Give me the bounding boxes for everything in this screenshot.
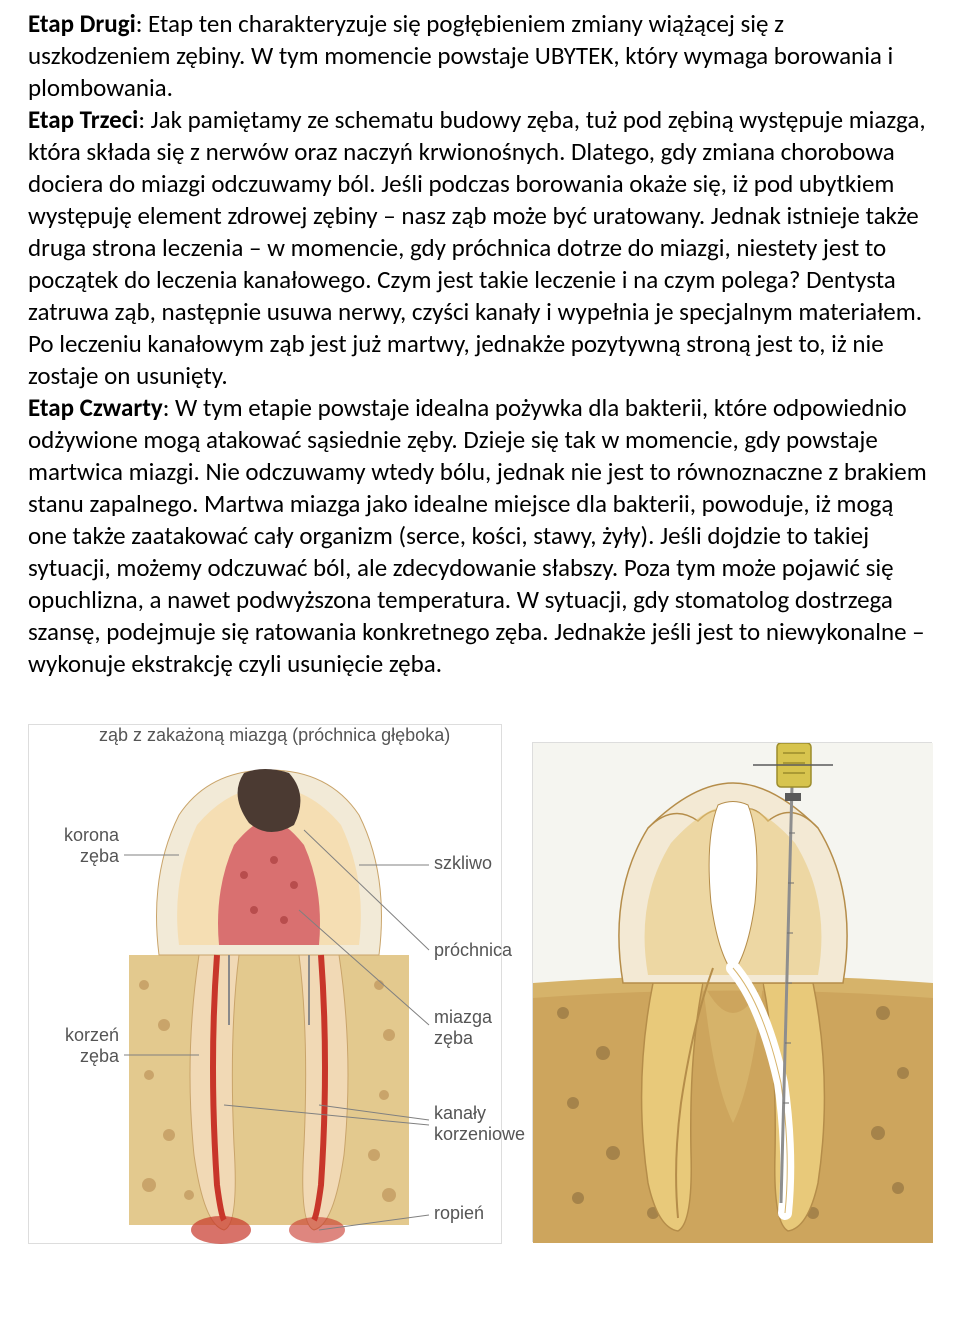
label-korona: korona zęba bbox=[29, 825, 119, 867]
label-korzen: korzeń zęba bbox=[29, 1025, 119, 1067]
tooth-infected-diagram: ząb z zakażoną miazgą (próchnica głęboka… bbox=[28, 724, 502, 1244]
label-szkliwo: szkliwo bbox=[434, 853, 492, 874]
tooth-treatment-diagram bbox=[532, 742, 932, 1242]
tooth-treatment-svg bbox=[533, 743, 933, 1243]
stage2-body: : Etap ten charakteryzuje się pogłębieni… bbox=[28, 8, 893, 103]
tooth-infected-svg bbox=[29, 725, 509, 1245]
label-kanaly: kanały korzeniowe bbox=[434, 1103, 525, 1145]
document-text: Etap Drugi: Etap ten charakteryzuje się … bbox=[28, 8, 932, 680]
stage3-body: : Jak pamiętamy ze schematu budowy zęba,… bbox=[28, 104, 926, 391]
stage3-label: Etap Trzeci bbox=[28, 104, 138, 135]
images-row: ząb z zakażoną miazgą (próchnica głęboka… bbox=[28, 724, 932, 1244]
label-prochnica: próchnica bbox=[434, 940, 512, 961]
label-ropien: ropień bbox=[434, 1203, 484, 1224]
stage4-body: : W tym etapie powstaje idealna pożywka … bbox=[28, 392, 927, 679]
stage4-label: Etap Czwarty bbox=[28, 392, 163, 423]
stage2-label: Etap Drugi bbox=[28, 8, 136, 39]
label-miazga: miazga zęba bbox=[434, 1007, 492, 1049]
